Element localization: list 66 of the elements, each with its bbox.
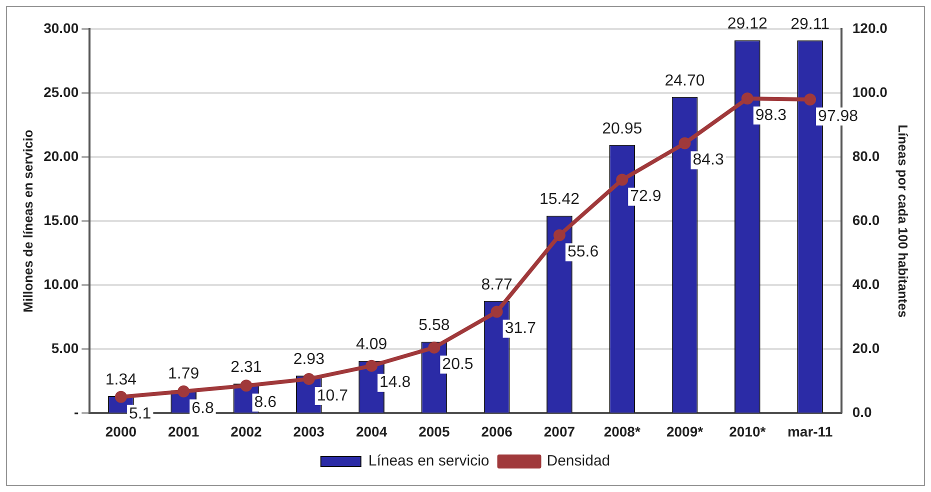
y-tick-label: 10.00 <box>44 276 79 292</box>
x-tick-label: 2009* <box>666 423 704 440</box>
data-label: 15.42 <box>539 191 580 208</box>
data-label: 20.5 <box>442 356 474 373</box>
y2-tick-label: 40.0 <box>852 276 880 292</box>
point <box>366 360 378 372</box>
data-label: 55.6 <box>567 244 599 261</box>
point <box>616 174 628 186</box>
legend-label: Densidad <box>546 452 610 470</box>
x-tick-label: 2002 <box>230 423 262 440</box>
x-tick-label: 2008* <box>604 423 641 440</box>
data-label: 4.09 <box>356 336 388 354</box>
data-label: 24.70 <box>664 72 705 90</box>
point <box>741 92 754 104</box>
y2-tick-label: 100.0 <box>852 84 888 100</box>
y2-axis-title: Líneas por cada 100 habitantes <box>896 124 911 318</box>
point <box>302 372 315 385</box>
x-tick-label: 2007 <box>544 423 576 440</box>
x-tick-label: 2000 <box>105 423 137 440</box>
data-label: 6.8 <box>192 400 214 417</box>
point <box>553 229 566 242</box>
data-label: 98.3 <box>755 106 787 124</box>
data-label: 20.95 <box>602 120 642 138</box>
x-tick-label: 2010* <box>729 423 766 440</box>
data-label: 10.7 <box>316 387 348 404</box>
y-tick-label: 5.00 <box>51 340 79 356</box>
point <box>240 380 252 392</box>
data-label: 8.6 <box>254 394 277 412</box>
y2-tick-label: 120.0 <box>852 20 888 36</box>
y-tick-label: 30.00 <box>44 20 79 36</box>
legend-label: Líneas en servicio <box>368 452 490 470</box>
data-label: 31.7 <box>504 320 536 338</box>
y-tick-label: 15.00 <box>44 212 79 228</box>
point <box>428 342 440 354</box>
point <box>804 94 816 106</box>
y-tick-label: 20.00 <box>44 148 79 164</box>
data-label: 29.11 <box>790 16 830 33</box>
y-axis-title: Millones de líneas en servicio <box>20 130 36 312</box>
y2-tick-label: 80.0 <box>852 148 880 164</box>
data-label: 5.58 <box>418 317 450 334</box>
point <box>178 385 190 398</box>
x-tick-label: 2001 <box>168 423 200 440</box>
x-tick-label: 2005 <box>418 423 450 440</box>
y2-tick-label: 60.0 <box>852 212 880 228</box>
x-tick-label: 2003 <box>293 423 325 440</box>
x-tick-label: mar-11 <box>787 423 833 440</box>
x-tick-label: 2006 <box>481 423 513 440</box>
x-tick-label: 2004 <box>356 423 388 440</box>
point <box>490 306 503 318</box>
y2-tick-label: 0.0 <box>852 404 872 420</box>
y-tick-label: 25.00 <box>44 84 79 100</box>
point <box>114 390 127 403</box>
data-label: 1.34 <box>105 371 137 388</box>
data-label: 2.93 <box>293 351 325 368</box>
data-label: 8.77 <box>481 276 512 294</box>
data-label: 1.79 <box>168 366 200 383</box>
data-label: 84.3 <box>692 152 724 169</box>
data-label: 97.98 <box>818 108 858 125</box>
data-label: 14.8 <box>380 374 411 392</box>
data-label: 5.1 <box>128 405 152 422</box>
data-label: 72.9 <box>630 188 662 206</box>
data-label: 29.12 <box>727 16 768 33</box>
y2-tick-label: 20.0 <box>852 340 880 356</box>
data-label: 2.31 <box>230 359 262 376</box>
y-tick-label: - <box>74 404 79 420</box>
point <box>678 137 691 150</box>
